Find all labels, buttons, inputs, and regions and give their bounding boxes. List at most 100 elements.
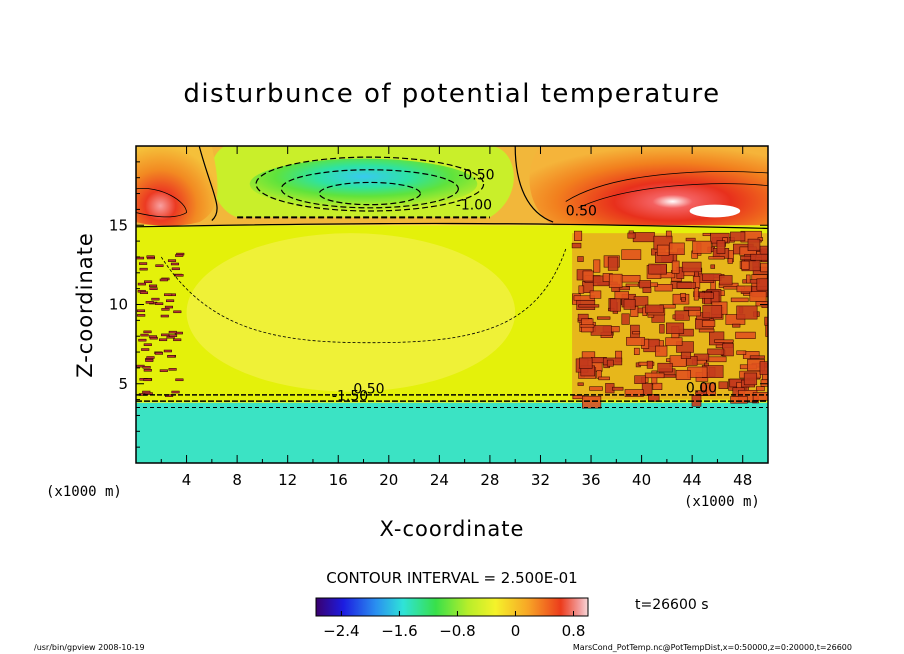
noise-cell <box>167 259 177 262</box>
noise-cell <box>164 293 173 296</box>
noise-cell <box>735 331 756 339</box>
noise-cell <box>161 308 170 311</box>
upper-cold-anomaly <box>249 158 478 210</box>
contours <box>136 146 768 409</box>
noise-cell <box>139 267 148 271</box>
contour-line <box>514 146 554 223</box>
noise-cell <box>648 263 667 275</box>
noise-cell <box>137 282 146 286</box>
noise-cell <box>624 389 644 397</box>
noise-cell <box>168 330 177 334</box>
noise-cell <box>571 242 582 249</box>
noise-cell <box>659 324 665 334</box>
noise-cell <box>702 232 711 237</box>
x-tick-label: 28 <box>480 471 499 489</box>
noise-cell <box>676 282 696 289</box>
noise-cell <box>143 343 152 346</box>
noise-cell <box>639 280 651 289</box>
contour-line <box>318 181 422 206</box>
x-axis-unit-right: (x1000 m) <box>684 494 760 510</box>
noise-cell <box>146 356 155 359</box>
noise-cell <box>145 359 154 362</box>
noise-cell <box>680 351 692 359</box>
warm-maximum <box>689 204 741 218</box>
noise-cell <box>164 305 174 309</box>
noise-cell <box>173 338 182 342</box>
noise-cell <box>625 283 639 287</box>
colorbar-tick-label: −0.8 <box>439 622 475 640</box>
noise-cell <box>620 275 641 283</box>
noise-cell <box>138 338 147 342</box>
noise-cell <box>730 231 746 242</box>
x-tick-label: 36 <box>581 471 600 489</box>
noise-cell <box>143 330 152 334</box>
noise-cell <box>165 394 174 397</box>
footer-left: /usr/bin/gpview 2008-10-19 <box>34 643 145 652</box>
z-tick-label: 15 <box>109 216 128 234</box>
colorbar-tick-label: 0 <box>511 622 521 640</box>
noise-cell <box>145 301 154 304</box>
noise-cell <box>736 350 747 355</box>
noise-cell <box>695 390 708 396</box>
noise-cell <box>159 338 168 342</box>
noise-cell <box>736 305 758 320</box>
noise-cell <box>160 314 169 318</box>
noise-cell <box>642 287 652 293</box>
noise-cell <box>760 262 768 273</box>
noise-cell <box>589 386 603 391</box>
x-axis-label: X-coordinate <box>380 517 525 541</box>
noise-cell <box>732 323 741 328</box>
noise-cell <box>578 304 600 308</box>
contour-line <box>136 188 187 218</box>
noise-cell <box>142 366 151 369</box>
noise-cell <box>719 275 733 286</box>
contour-interval: CONTOUR INTERVAL = 2.500E-01 <box>326 569 577 587</box>
noise-cell <box>632 232 655 243</box>
noise-cell <box>675 369 691 380</box>
noise-cell <box>657 362 673 373</box>
noise-cell <box>730 297 749 303</box>
noise-cell <box>683 306 701 311</box>
noise-cell <box>171 267 180 271</box>
noise-cell <box>641 382 653 396</box>
noise-cell <box>671 260 680 274</box>
noise-cell <box>760 379 768 387</box>
noise-cell <box>175 254 184 257</box>
noise-cell <box>730 396 748 404</box>
noise-cell <box>168 334 178 337</box>
noise-cell <box>634 375 646 384</box>
contour-label: 0.50 <box>566 204 597 220</box>
noise-cell <box>706 356 727 363</box>
noise-cell <box>139 262 148 265</box>
colorbar-tick-label: 0.8 <box>562 622 586 640</box>
noise-cell <box>627 232 636 239</box>
noise-cell <box>714 339 734 343</box>
noise-cell <box>741 260 750 270</box>
noise-cell <box>655 345 668 357</box>
middle-layer-highlight <box>186 233 516 392</box>
noise-cell <box>577 382 584 386</box>
noise-cell <box>607 256 619 271</box>
contour-line <box>136 222 768 230</box>
footer-right: MarsCond_PotTemp.nc@PotTempDist,x=0:5000… <box>573 643 852 652</box>
contour-label: 0.50 <box>353 381 384 397</box>
noise-cell <box>167 355 176 358</box>
noise-cell <box>159 369 168 372</box>
x-tick-label: 48 <box>733 471 752 489</box>
noise-cell <box>582 395 602 409</box>
x-tick-label: 44 <box>683 471 702 489</box>
noise-cell <box>621 249 642 260</box>
contour-line <box>578 183 768 209</box>
noise-cell <box>173 310 182 314</box>
noise-cell <box>175 378 184 382</box>
noise-cell <box>674 310 690 321</box>
x-tick-label: 16 <box>329 471 348 489</box>
noise-cell <box>136 309 146 313</box>
noise-cell <box>669 242 685 255</box>
noise-cell <box>749 355 765 359</box>
noise-cell <box>143 369 152 372</box>
noise-cell <box>704 362 709 367</box>
noise-cell <box>702 304 723 319</box>
noise-cell <box>698 292 714 299</box>
